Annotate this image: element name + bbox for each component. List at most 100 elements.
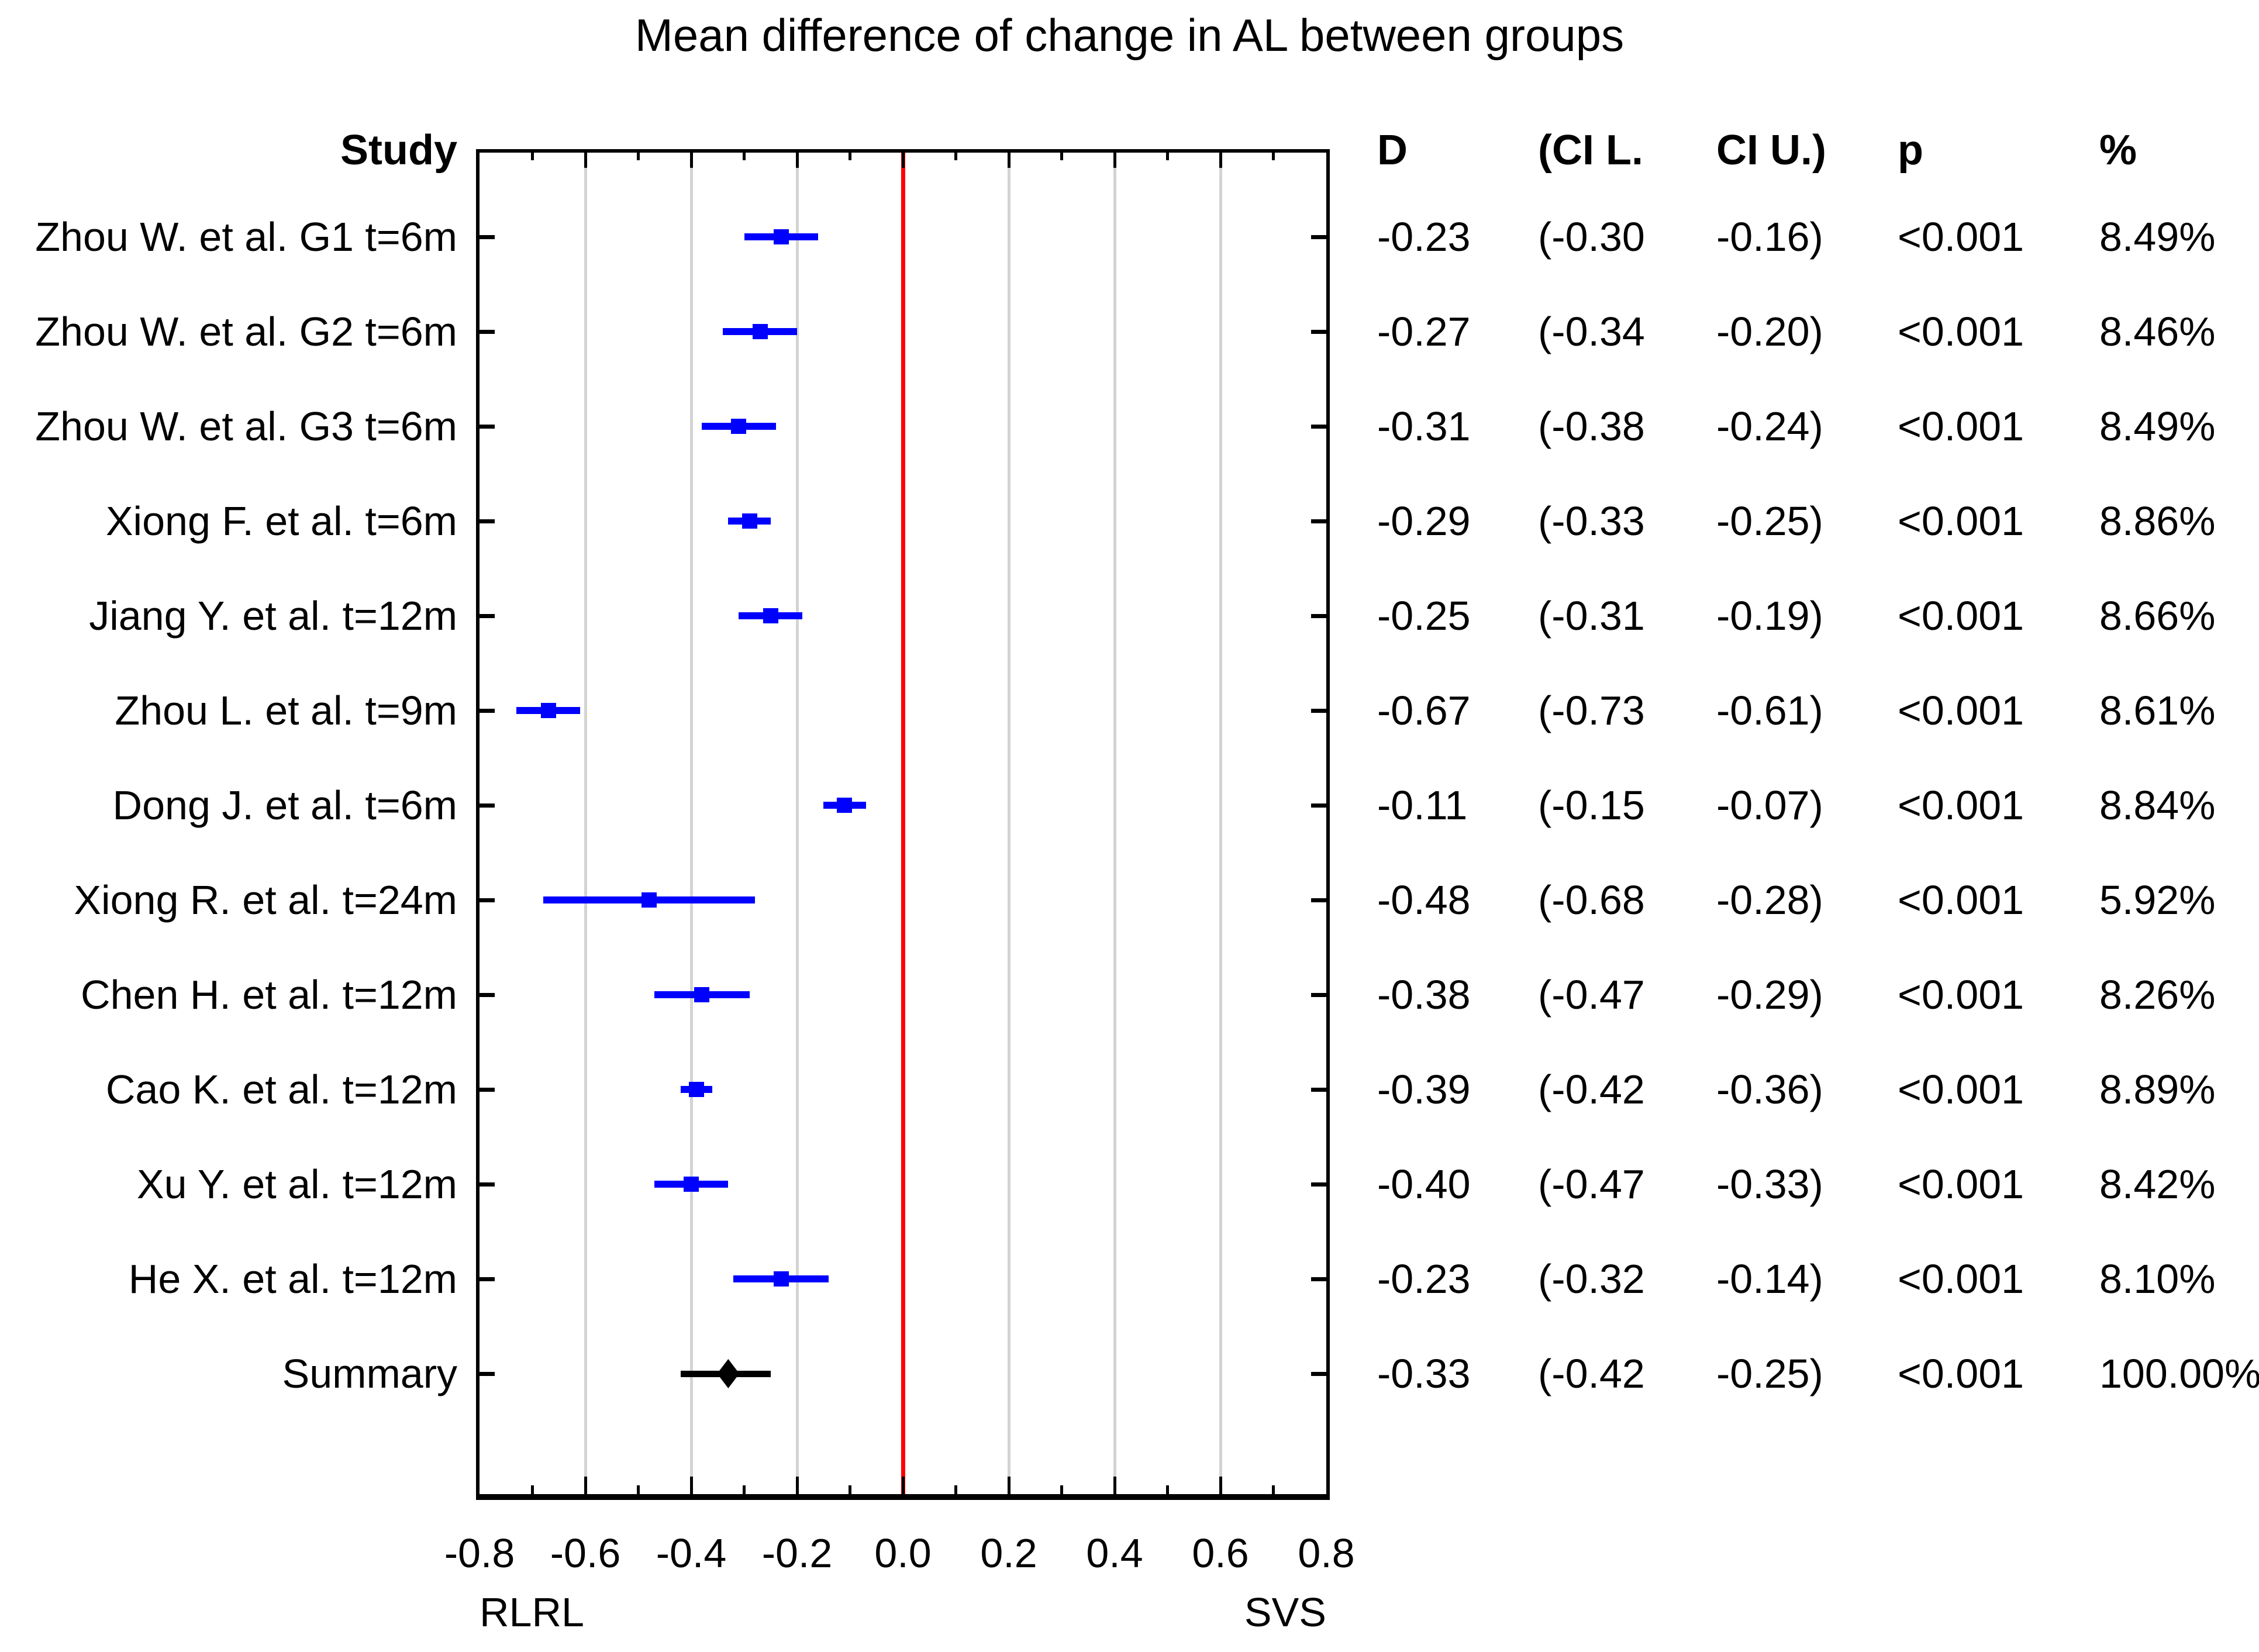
- p-value: <0.001: [1898, 593, 2025, 639]
- x-axis-minor-tick: [531, 153, 534, 160]
- ci-upper-value: -0.33): [1716, 1161, 1823, 1207]
- ci-lower-value: (-0.30: [1538, 214, 1645, 260]
- row-tick-right: [1311, 424, 1326, 429]
- ci-lower-value: (-0.33: [1538, 498, 1645, 544]
- p-value: <0.001: [1898, 782, 2025, 828]
- x-axis-major-tick: [795, 1477, 799, 1494]
- x-tick-label: -0.8: [444, 1530, 515, 1576]
- ci-upper-value: -0.19): [1716, 593, 1823, 639]
- study-label: Zhou W. et al. G3 t=6m: [35, 403, 457, 449]
- row-tick-left: [480, 992, 495, 997]
- ci-lower-value: (-0.38: [1538, 403, 1645, 449]
- row-tick-right: [1311, 1087, 1326, 1092]
- x-axis-minor-tick: [1166, 1485, 1169, 1494]
- effect-size-square: [837, 798, 853, 813]
- row-tick-left: [480, 708, 495, 713]
- ci-lower-value: (-0.47: [1538, 972, 1645, 1018]
- effect-size-square: [731, 419, 747, 434]
- p-value: <0.001: [1898, 972, 2025, 1018]
- row-tick-left: [480, 613, 495, 618]
- p-value: <0.001: [1898, 877, 2025, 923]
- row-tick-left: [480, 424, 495, 429]
- study-label: Chen H. et al. t=12m: [81, 972, 457, 1018]
- effect-size-square: [694, 987, 710, 1002]
- p-value: <0.001: [1898, 1256, 2025, 1302]
- x-axis-minor-tick: [954, 153, 957, 160]
- effect-size-square: [752, 324, 768, 339]
- effect-size-value: -0.23: [1377, 214, 1471, 260]
- row-tick-left: [480, 1182, 495, 1187]
- zero-reference-line: [901, 153, 905, 1494]
- row-tick-left: [480, 1371, 495, 1376]
- p-value: <0.001: [1898, 688, 2025, 733]
- weight-percent: 8.46%: [2099, 309, 2216, 354]
- x-axis-major-tick: [689, 153, 693, 168]
- effect-size-square: [741, 513, 757, 529]
- x-axis-major-tick: [689, 1477, 693, 1494]
- weight-percent: 8.61%: [2099, 688, 2216, 733]
- weight-percent: 8.42%: [2099, 1161, 2216, 1207]
- row-tick-right: [1311, 1182, 1326, 1187]
- ci-upper-value: -0.25): [1716, 498, 1823, 544]
- ci-upper-value: -0.16): [1716, 214, 1823, 260]
- row-tick-left: [480, 329, 495, 334]
- x-axis-minor-tick: [954, 1485, 957, 1494]
- row-tick-left: [480, 1277, 495, 1281]
- row-tick-right: [1311, 992, 1326, 997]
- ci-lower-value: (-0.31: [1538, 593, 1645, 639]
- effect-size-value: -0.40: [1377, 1161, 1471, 1207]
- x-axis-minor-tick: [637, 153, 640, 160]
- study-label: Xiong R. et al. t=24m: [74, 877, 457, 923]
- effect-size-value: -0.23: [1377, 1256, 1471, 1302]
- effect-size-value: -0.11: [1377, 782, 1468, 828]
- weight-percent: 8.66%: [2099, 593, 2216, 639]
- x-axis-minor-tick: [849, 153, 851, 160]
- column-header-d: D: [1377, 127, 1408, 174]
- effect-size-value: -0.31: [1377, 403, 1471, 449]
- effect-size-value: -0.38: [1377, 972, 1471, 1018]
- ci-upper-value: -0.14): [1716, 1256, 1823, 1302]
- grid-line: [584, 153, 587, 1494]
- ci-upper-value: -0.29): [1716, 972, 1823, 1018]
- x-axis-minor-tick: [743, 1485, 746, 1494]
- ci-lower-value: (-0.15: [1538, 782, 1645, 828]
- x-tick-label: -0.6: [550, 1530, 621, 1576]
- effect-size-value: -0.25: [1377, 593, 1471, 639]
- row-tick-left: [480, 803, 495, 808]
- weight-percent: 8.49%: [2099, 403, 2216, 449]
- weight-percent: 8.49%: [2099, 214, 2216, 260]
- x-tick-label: 0.0: [874, 1530, 932, 1576]
- x-axis-minor-tick: [1060, 153, 1063, 160]
- weight-percent: 8.89%: [2099, 1067, 2216, 1112]
- x-axis-minor-tick: [1166, 153, 1169, 160]
- x-axis-major-tick: [795, 153, 799, 168]
- effect-size-value: -0.39: [1377, 1067, 1471, 1112]
- x-axis-major-tick: [1007, 153, 1010, 168]
- row-tick-right: [1311, 1277, 1326, 1281]
- x-tick-label: 0.8: [1298, 1530, 1355, 1576]
- effect-size-square: [540, 703, 556, 718]
- study-label: Zhou W. et al. G1 t=6m: [35, 214, 457, 260]
- effect-size-square: [689, 1082, 705, 1097]
- effect-size-square: [684, 1177, 699, 1192]
- p-value: <0.001: [1898, 309, 2025, 354]
- x-tick-label: -0.2: [761, 1530, 833, 1576]
- effect-size-value: -0.67: [1377, 688, 1471, 733]
- ci-lower-value: (-0.73: [1538, 688, 1645, 733]
- row-tick-right: [1311, 329, 1326, 334]
- row-tick-right: [1311, 234, 1326, 239]
- x-tick-label: 0.4: [1086, 1530, 1143, 1576]
- study-label: Xu Y. et al. t=12m: [136, 1161, 457, 1207]
- ci-lower-value: (-0.68: [1538, 877, 1645, 923]
- chart-title: Mean difference of change in AL between …: [634, 9, 1625, 61]
- grid-line: [1113, 153, 1116, 1494]
- study-label: Jiang Y. et al. t=12m: [89, 593, 457, 639]
- ci-upper-value: -0.25): [1716, 1351, 1823, 1396]
- ci-upper-value: -0.07): [1716, 782, 1823, 828]
- x-axis-major-tick: [1219, 153, 1222, 168]
- effect-size-value: -0.27: [1377, 309, 1471, 354]
- p-value: <0.001: [1898, 498, 2025, 544]
- column-header-p: p: [1898, 127, 1923, 174]
- x-axis-major-tick: [1219, 1477, 1222, 1494]
- p-value: <0.001: [1898, 403, 2025, 449]
